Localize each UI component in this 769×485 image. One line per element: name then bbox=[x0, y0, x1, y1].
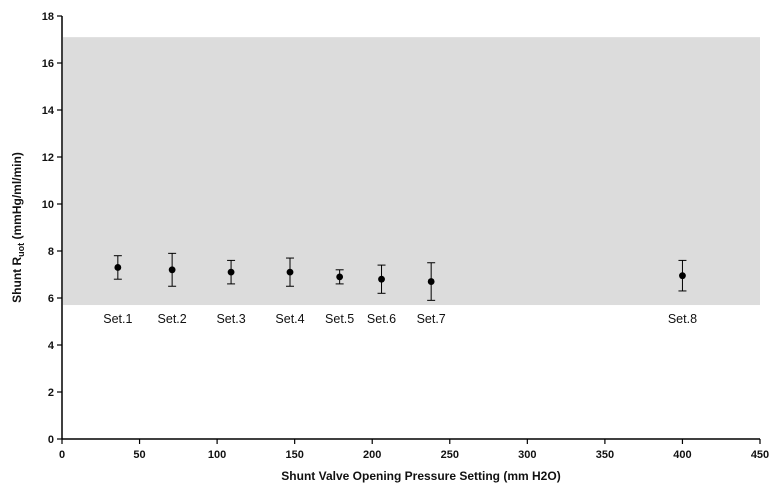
point-label: Set.6 bbox=[367, 312, 396, 326]
x-tick-label: 350 bbox=[596, 449, 614, 461]
y-tick-label: 18 bbox=[42, 11, 54, 23]
x-tick-label: 150 bbox=[285, 449, 303, 461]
y-tick-label: 2 bbox=[48, 387, 54, 399]
point-label: Set.3 bbox=[216, 312, 245, 326]
y-tick-label: 4 bbox=[48, 340, 55, 352]
x-tick-label: 450 bbox=[751, 449, 769, 461]
point-label: Set.5 bbox=[325, 312, 354, 326]
y-axis-title-subscript: uot bbox=[16, 243, 26, 257]
x-tick-label: 400 bbox=[673, 449, 691, 461]
x-axis-title: Shunt Valve Opening Pressure Setting (mm… bbox=[281, 469, 560, 483]
y-tick-label: 6 bbox=[48, 293, 54, 305]
data-point bbox=[114, 264, 122, 271]
y-tick-label: 12 bbox=[42, 152, 54, 164]
point-label: Set.8 bbox=[668, 312, 697, 326]
x-tick-label: 300 bbox=[518, 449, 536, 461]
y-tick-label: 14 bbox=[42, 105, 55, 117]
y-axis-title: Shunt Ruot (mmHg/ml/min) bbox=[10, 152, 26, 303]
data-point bbox=[227, 268, 235, 276]
data-point bbox=[286, 268, 294, 276]
data-point bbox=[679, 272, 686, 280]
y-axis-title-main: Shunt R bbox=[10, 257, 24, 303]
x-tick-label: 100 bbox=[208, 449, 226, 461]
y-axis-title-unit: (mmHg/ml/min) bbox=[10, 152, 24, 243]
point-label: Set.1 bbox=[103, 312, 132, 326]
x-tick-label: 0 bbox=[59, 449, 65, 461]
x-tick-label: 50 bbox=[133, 449, 145, 461]
data-point bbox=[336, 273, 344, 281]
y-tick-label: 10 bbox=[42, 199, 54, 211]
point-label: Set.2 bbox=[158, 312, 187, 326]
x-tick-label: 250 bbox=[441, 449, 459, 461]
y-tick-label: 16 bbox=[42, 58, 54, 70]
y-tick-label: 8 bbox=[48, 246, 54, 258]
data-point bbox=[378, 275, 385, 283]
y-tick-label: 0 bbox=[48, 434, 54, 446]
reference-range-band bbox=[63, 37, 760, 306]
x-tick-label: 200 bbox=[363, 449, 381, 461]
data-point bbox=[168, 266, 176, 274]
point-label: Set.7 bbox=[417, 312, 446, 326]
point-label: Set.4 bbox=[275, 312, 304, 326]
data-point bbox=[427, 278, 435, 285]
